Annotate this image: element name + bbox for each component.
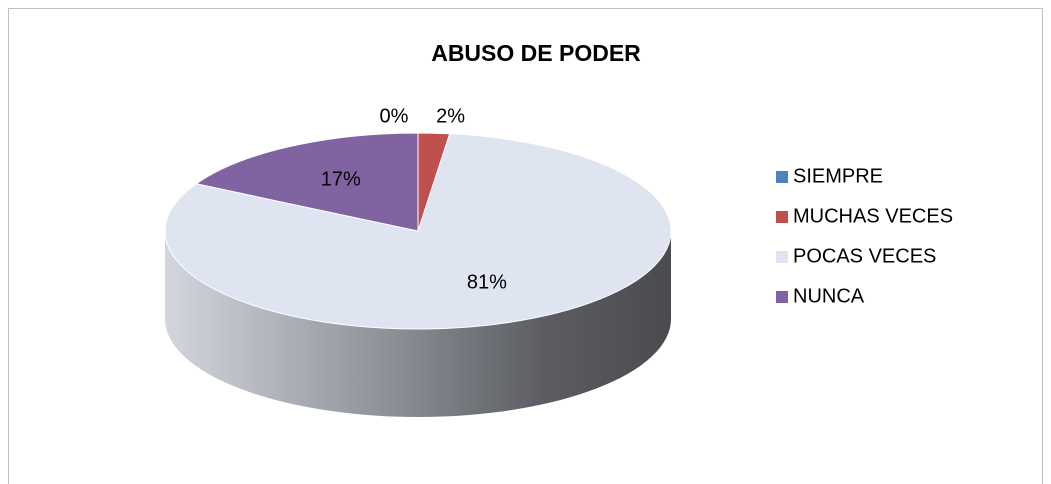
legend-swatch [776, 291, 788, 303]
legend-swatch [776, 251, 788, 263]
slice-side [165, 231, 671, 417]
legend-label: SIEMPRE [793, 165, 883, 187]
data-label: 81% [467, 272, 507, 294]
legend-label: NUNCA [793, 285, 865, 307]
data-label: 17% [321, 169, 361, 191]
legend-label: MUCHAS VECES [793, 205, 953, 227]
legend-swatch [776, 171, 788, 183]
data-label: 2% [436, 106, 465, 128]
slice [195, 132, 419, 232]
data-label: 0% [380, 105, 409, 127]
legend-label: POCAS VECES [793, 245, 936, 267]
legend-swatch [776, 211, 788, 223]
chart-title: ABUSO DE PODER [431, 40, 641, 66]
